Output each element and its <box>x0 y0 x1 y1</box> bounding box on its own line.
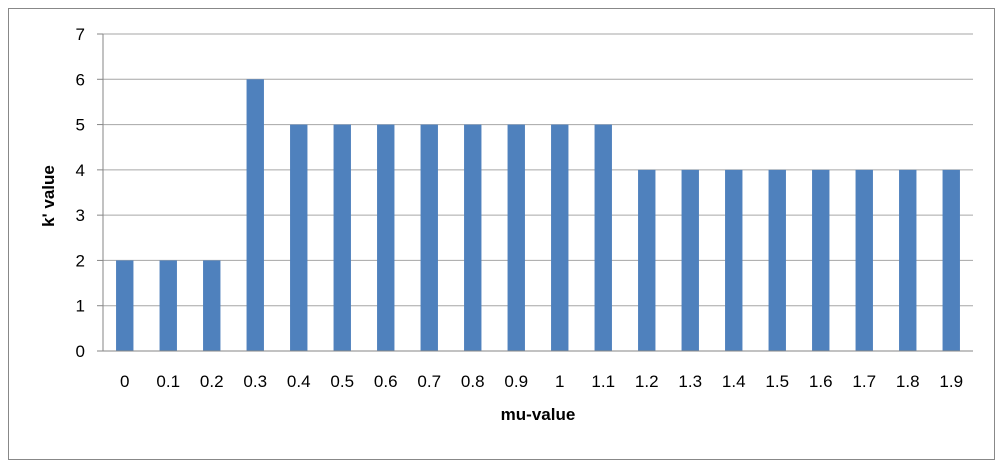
x-tick-label: 1.6 <box>809 372 833 391</box>
x-tick-label: 1.4 <box>722 372 746 391</box>
y-tick-labels: 0 1 2 3 4 5 6 7 <box>76 25 103 361</box>
bar <box>551 124 569 351</box>
bar <box>942 169 960 351</box>
x-tick-label: 0.9 <box>504 372 528 391</box>
bar <box>159 260 177 351</box>
bar <box>725 169 743 351</box>
x-tick-label: 0.3 <box>243 372 267 391</box>
y-tick-label: 6 <box>76 70 85 89</box>
bar <box>420 124 438 351</box>
x-tick-label: 1.7 <box>852 372 876 391</box>
y-tick-label: 0 <box>76 342 85 361</box>
bar <box>812 169 830 351</box>
x-tick-label: 0 <box>120 372 129 391</box>
bar <box>290 124 308 351</box>
gridlines <box>103 33 973 307</box>
y-tick-label: 3 <box>76 206 85 225</box>
x-tick-label: 0.6 <box>374 372 398 391</box>
bar <box>507 124 525 351</box>
x-tick-label: 1.3 <box>678 372 702 391</box>
bar <box>768 169 786 351</box>
bar <box>681 169 699 351</box>
x-tick-label: 1.8 <box>896 372 920 391</box>
bars <box>116 79 960 352</box>
bar <box>638 169 656 351</box>
x-tick-label: 0.1 <box>156 372 180 391</box>
bar <box>899 169 917 351</box>
bar <box>116 260 134 351</box>
x-tick-label: 0.2 <box>200 372 224 391</box>
x-tick-labels: 0 0.1 0.2 0.3 0.4 0.5 0.6 0.7 0.8 0.9 1 1.1 1.2 1.3 1.… <box>120 372 963 391</box>
x-tick-label: 1.9 <box>939 372 963 391</box>
x-tick-label: 0.5 <box>330 372 354 391</box>
y-tick-label: 5 <box>76 116 85 135</box>
x-tick-label: 0.4 <box>287 372 311 391</box>
y-tick-label: 2 <box>76 251 85 270</box>
bar <box>855 169 873 351</box>
x-tick-label: 1.2 <box>635 372 659 391</box>
bar <box>594 124 612 351</box>
bar <box>333 124 351 351</box>
x-tick-label: 0.7 <box>417 372 441 391</box>
bar <box>246 79 264 352</box>
x-tick-label: 1.1 <box>591 372 615 391</box>
axes <box>102 34 973 352</box>
bar <box>203 260 221 351</box>
x-tick-label: 1.5 <box>765 372 789 391</box>
chart-frame <box>8 8 995 460</box>
x-axis-title: mu-value <box>501 405 576 424</box>
y-tick-label: 1 <box>76 297 85 316</box>
x-tick-label: 1 <box>555 372 564 391</box>
y-axis-title: k' value <box>39 165 58 227</box>
bar <box>464 124 482 351</box>
x-tick-label: 0.8 <box>461 372 485 391</box>
y-tick-label: 7 <box>76 25 85 44</box>
bar <box>377 124 395 351</box>
y-tick-label: 4 <box>76 161 85 180</box>
